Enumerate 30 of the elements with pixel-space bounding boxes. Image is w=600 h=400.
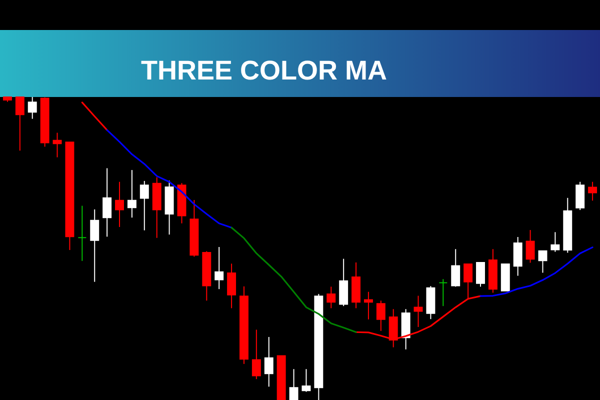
candlestick <box>264 336 274 388</box>
candlestick <box>227 263 236 309</box>
candlestick <box>140 180 149 231</box>
candlestick <box>78 205 87 262</box>
candlestick <box>115 181 124 228</box>
candlestick <box>339 258 348 307</box>
candlestick <box>364 291 373 320</box>
chart-title: THREE COLOR MA <box>141 56 387 86</box>
candlestick <box>526 230 535 264</box>
candlestick <box>464 263 473 299</box>
candlestick <box>326 286 336 309</box>
candlestick <box>451 248 460 288</box>
candlestick <box>376 300 386 332</box>
candlestick <box>576 181 585 211</box>
candlestick <box>513 236 522 276</box>
candlestick <box>52 132 62 158</box>
candlestick <box>588 181 598 202</box>
candlestick <box>28 96 37 120</box>
candlestick <box>252 329 261 380</box>
candlestick <box>476 262 485 288</box>
candlestick <box>214 246 224 290</box>
candlestick <box>289 368 298 400</box>
candlestick <box>15 96 24 152</box>
candlestick <box>302 368 311 392</box>
candlestick <box>127 170 136 218</box>
candlestick <box>90 208 100 282</box>
candlestick <box>438 278 448 307</box>
candlestick <box>550 232 560 252</box>
candlestick <box>102 168 112 238</box>
candlestick <box>538 250 548 274</box>
